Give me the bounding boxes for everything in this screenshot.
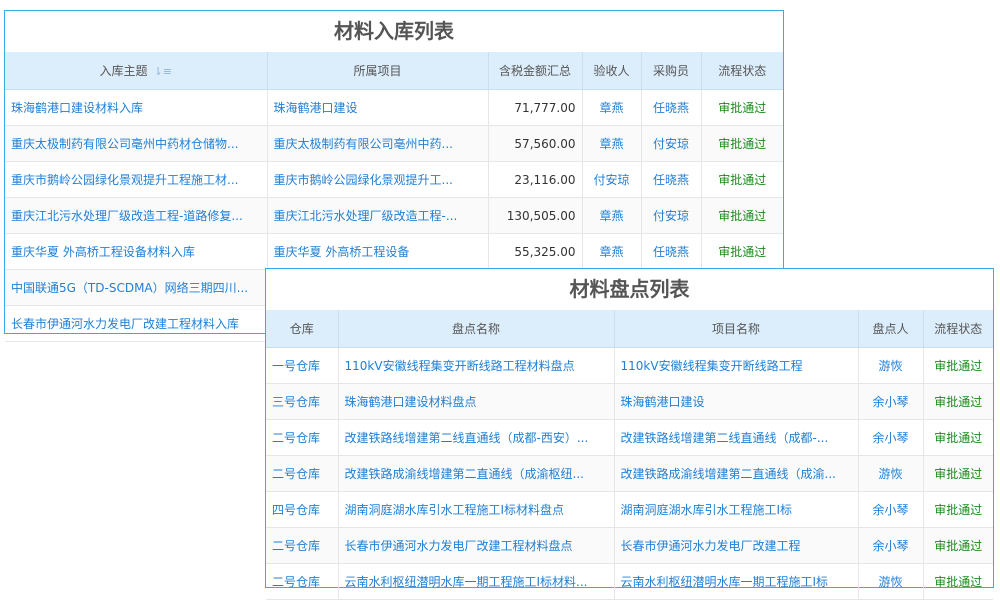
check-name-link[interactable]: 云南水利枢纽潜明水库一期工程施工I标材料... xyxy=(338,563,615,600)
table-row[interactable]: 重庆江北污水处理厂级改造工程-道路修复... 重庆江北污水处理厂级改造工程-...… xyxy=(5,197,783,234)
status: 审批通过 xyxy=(701,89,783,126)
subject-link[interactable]: 重庆华夏 外高桥工程设备材料入库 xyxy=(5,233,268,270)
amount: 23,116.00 xyxy=(488,161,583,198)
inspector: 付安琼 xyxy=(582,161,642,198)
col-header-checker: 盘点人 xyxy=(858,310,924,348)
project-link[interactable]: 重庆太极制药有限公司亳州中药... xyxy=(267,125,489,162)
warehouse-link[interactable]: 二号仓库 xyxy=(266,563,339,600)
checker: 余小琴 xyxy=(858,383,924,420)
status: 审批通过 xyxy=(701,125,783,162)
inbound-list-title: 材料入库列表 xyxy=(334,19,454,43)
inventory-table: 仓库 盘点名称 项目名称 盘点人 流程状态 一号仓库 110kV安徽线程集变开断线… xyxy=(266,310,993,600)
status: 审批通过 xyxy=(701,197,783,234)
project-link[interactable]: 重庆市鹅岭公园绿化景观提升工... xyxy=(267,161,489,198)
table-row[interactable]: 二号仓库 长春市伊通河水力发电厂改建工程材料盘点 长春市伊通河水力发电厂改建工程 余小… xyxy=(266,527,993,564)
project-link[interactable]: 重庆江北污水处理厂级改造工程-... xyxy=(267,197,489,234)
status: 审批通过 xyxy=(923,563,993,600)
warehouse-link[interactable]: 二号仓库 xyxy=(266,527,339,564)
status: 审批通过 xyxy=(923,347,993,384)
project-name-link[interactable]: 改建铁路成渝线增建第二直通线（成渝... xyxy=(614,455,859,492)
buyer: 付安琼 xyxy=(641,197,702,234)
status: 审批通过 xyxy=(701,233,783,270)
col-header-check-name: 盘点名称 xyxy=(338,310,615,348)
checker: 余小琴 xyxy=(858,527,924,564)
project-name-link[interactable]: 湖南洞庭湖水库引水工程施工I标 xyxy=(614,491,859,528)
buyer: 任晓燕 xyxy=(641,233,702,270)
project-name-link[interactable]: 长春市伊通河水力发电厂改建工程 xyxy=(614,527,859,564)
check-name-link[interactable]: 珠海鹤港口建设材料盘点 xyxy=(338,383,615,420)
amount: 71,777.00 xyxy=(488,89,583,126)
checker: 游恢 xyxy=(858,455,924,492)
warehouse-link[interactable]: 一号仓库 xyxy=(266,347,339,384)
col-header-project: 所属项目 xyxy=(267,52,489,90)
table-row[interactable]: 重庆太极制药有限公司亳州中药材仓储物... 重庆太极制药有限公司亳州中药... 57… xyxy=(5,125,783,162)
table-row[interactable]: 一号仓库 110kV安徽线程集变开断线路工程材料盘点 110kV安徽线程集变开断线路… xyxy=(266,347,993,384)
sort-icon[interactable]: ⇂≡ xyxy=(153,65,172,78)
warehouse-link[interactable]: 二号仓库 xyxy=(266,419,339,456)
col-header-buyer: 采购员 xyxy=(641,52,702,90)
project-link[interactable]: 珠海鹤港口建设 xyxy=(267,89,489,126)
check-name-link[interactable]: 湖南洞庭湖水库引水工程施工I标材料盘点 xyxy=(338,491,615,528)
table-row[interactable]: 三号仓库 珠海鹤港口建设材料盘点 珠海鹤港口建设 余小琴 审批通过 xyxy=(266,383,993,420)
table-row[interactable]: 二号仓库 改建铁路线增建第二线直通线（成都-西安）... 改建铁路线增建第二线直通线… xyxy=(266,419,993,456)
subject-link[interactable]: 珠海鹤港口建设材料入库 xyxy=(5,89,268,126)
check-name-link[interactable]: 改建铁路成渝线增建第二直通线（成渝枢纽... xyxy=(338,455,615,492)
inspector: 章燕 xyxy=(582,197,642,234)
subject-link[interactable]: 重庆江北污水处理厂级改造工程-道路修复... xyxy=(5,197,268,234)
status: 审批通过 xyxy=(923,419,993,456)
table-row[interactable]: 二号仓库 云南水利枢纽潜明水库一期工程施工I标材料... 云南水利枢纽潜明水库一期工… xyxy=(266,563,993,600)
checker: 余小琴 xyxy=(858,491,924,528)
status: 审批通过 xyxy=(923,455,993,492)
col-header-project-name: 项目名称 xyxy=(614,310,859,348)
col-header-inspector: 验收人 xyxy=(582,52,642,90)
amount: 55,325.00 xyxy=(488,233,583,270)
subject-link[interactable]: 重庆市鹅岭公园绿化景观提升工程施工材... xyxy=(5,161,268,198)
project-name-link[interactable]: 云南水利枢纽潜明水库一期工程施工I标 xyxy=(614,563,859,600)
amount: 57,560.00 xyxy=(488,125,583,162)
warehouse-link[interactable]: 二号仓库 xyxy=(266,455,339,492)
table-row[interactable]: 二号仓库 改建铁路成渝线增建第二直通线（成渝枢纽... 改建铁路成渝线增建第二直通线… xyxy=(266,455,993,492)
project-name-link[interactable]: 改建铁路线增建第二线直通线（成都-... xyxy=(614,419,859,456)
inspector: 章燕 xyxy=(582,233,642,270)
check-name-link[interactable]: 改建铁路线增建第二线直通线（成都-西安）... xyxy=(338,419,615,456)
col-header-status: 流程状态 xyxy=(701,52,783,90)
project-name-link[interactable]: 110kV安徽线程集变开断线路工程 xyxy=(614,347,859,384)
checker: 游恢 xyxy=(858,563,924,600)
status: 审批通过 xyxy=(923,491,993,528)
inspector: 章燕 xyxy=(582,125,642,162)
inventory-list-title: 材料盘点列表 xyxy=(569,277,690,301)
buyer: 任晓燕 xyxy=(641,161,702,198)
status: 审批通过 xyxy=(923,527,993,564)
check-name-link[interactable]: 110kV安徽线程集变开断线路工程材料盘点 xyxy=(338,347,615,384)
subject-link[interactable]: 重庆太极制药有限公司亳州中药材仓储物... xyxy=(5,125,268,162)
table-row[interactable]: 四号仓库 湖南洞庭湖水库引水工程施工I标材料盘点 湖南洞庭湖水库引水工程施工I标 余小… xyxy=(266,491,993,528)
project-link[interactable]: 重庆华夏 外高桥工程设备 xyxy=(267,233,489,270)
subject-link[interactable]: 长春市伊通河水力发电厂改建工程材料入库 xyxy=(5,305,268,342)
col-header-subject[interactable]: 入库主题 ⇂≡ xyxy=(5,52,268,90)
col-header-amount: 含税金额汇总 xyxy=(488,52,583,90)
col-header-status: 流程状态 xyxy=(923,310,993,348)
check-name-link[interactable]: 长春市伊通河水力发电厂改建工程材料盘点 xyxy=(338,527,615,564)
table-row[interactable]: 重庆华夏 外高桥工程设备材料入库 重庆华夏 外高桥工程设备 55,325.00 章燕任… xyxy=(5,233,783,270)
checker: 余小琴 xyxy=(858,419,924,456)
amount: 130,505.00 xyxy=(488,197,583,234)
project-name-link[interactable]: 珠海鹤港口建设 xyxy=(614,383,859,420)
inspector: 章燕 xyxy=(582,89,642,126)
status: 审批通过 xyxy=(923,383,993,420)
warehouse-link[interactable]: 三号仓库 xyxy=(266,383,339,420)
subject-link[interactable]: 中国联通5G（TD-SCDMA）网络三期四川... xyxy=(5,269,268,306)
status: 审批通过 xyxy=(701,161,783,198)
table-row[interactable]: 重庆市鹅岭公园绿化景观提升工程施工材... 重庆市鹅岭公园绿化景观提升工... 23… xyxy=(5,161,783,198)
checker: 游恢 xyxy=(858,347,924,384)
inventory-list-panel: 材料盘点列表 仓库 盘点名称 项目名称 盘点人 流程状态 一号仓库 110kV安徽… xyxy=(265,268,994,600)
buyer: 任晓燕 xyxy=(641,89,702,126)
buyer: 付安琼 xyxy=(641,125,702,162)
table-row[interactable]: 珠海鹤港口建设材料入库 珠海鹤港口建设 71,777.00 章燕 任晓燕 审批通过 xyxy=(5,89,783,126)
warehouse-link[interactable]: 四号仓库 xyxy=(266,491,339,528)
col-header-warehouse: 仓库 xyxy=(266,310,339,348)
